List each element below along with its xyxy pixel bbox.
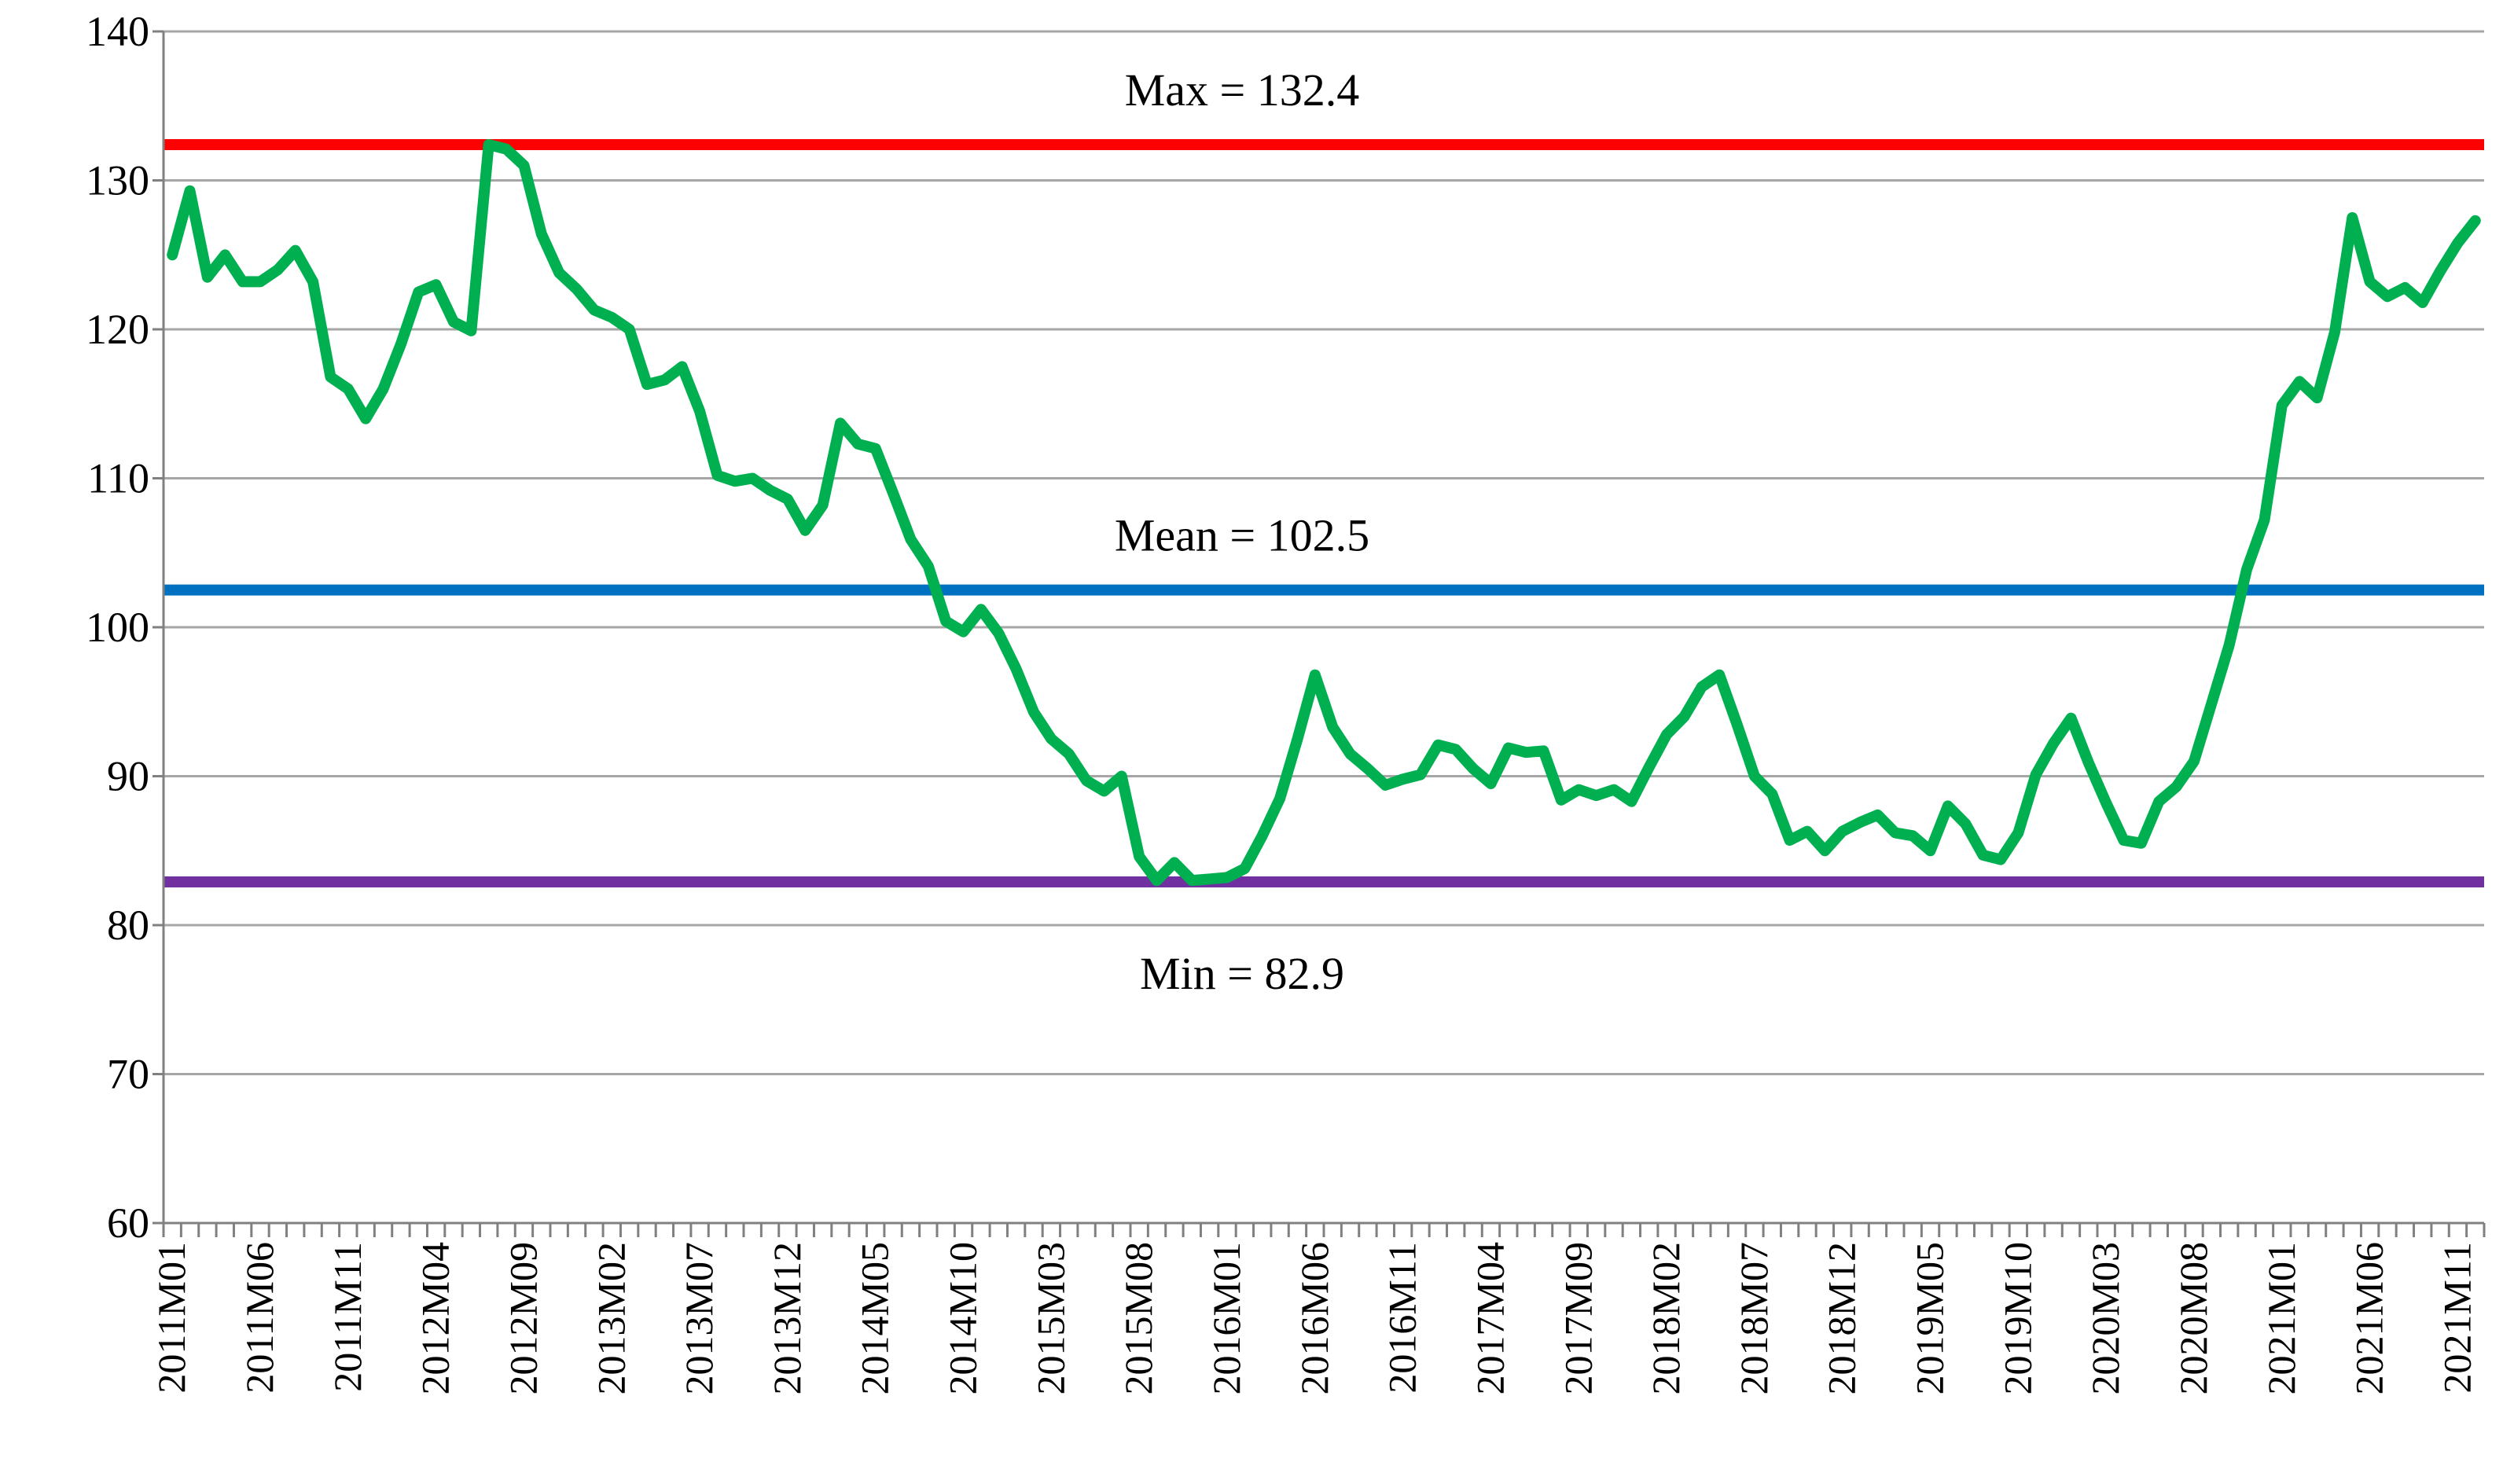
x-tick-label: 2019M05 bbox=[1908, 1242, 1952, 1394]
x-tick-label: 2011M06 bbox=[237, 1242, 281, 1394]
x-tick-label: 2011M11 bbox=[325, 1242, 369, 1392]
x-tick-label: 2018M07 bbox=[1732, 1242, 1776, 1394]
x-tick-label: 2021M06 bbox=[2347, 1242, 2391, 1394]
x-tick-label: 2013M12 bbox=[765, 1242, 809, 1394]
x-tick-label: 2020M08 bbox=[2171, 1242, 2215, 1394]
reference-line-label: Max = 132.4 bbox=[1125, 64, 1360, 116]
y-tick-label: 60 bbox=[107, 1199, 149, 1247]
x-tick-label: 2016M11 bbox=[1380, 1242, 1424, 1394]
x-tick-label: 2019M10 bbox=[1995, 1242, 2039, 1394]
y-tick-label: 100 bbox=[86, 604, 149, 651]
x-tick-label: 2021M11 bbox=[2435, 1242, 2479, 1394]
reference-line-label: Mean = 102.5 bbox=[1115, 510, 1369, 561]
y-tick-label: 110 bbox=[87, 455, 149, 502]
axes bbox=[153, 30, 2486, 1237]
x-tick-label: 2016M06 bbox=[1292, 1242, 1336, 1394]
x-tick-label: 2014M10 bbox=[941, 1242, 985, 1394]
y-axis-tick-labels: 60 70 80 90 100 110 120 130 140 bbox=[86, 8, 149, 1247]
x-tick-label: 2016M01 bbox=[1204, 1242, 1248, 1394]
y-tick-label: 130 bbox=[86, 157, 149, 204]
y-tick-label: 90 bbox=[107, 753, 149, 800]
x-tick-label: 2017M09 bbox=[1556, 1242, 1600, 1394]
x-tick-label: 2018M02 bbox=[1644, 1242, 1688, 1394]
y-tick-label: 120 bbox=[86, 306, 149, 353]
x-tick-label: 2015M08 bbox=[1116, 1242, 1160, 1394]
y-tick-label: 80 bbox=[107, 902, 149, 949]
series-layer bbox=[167, 139, 2481, 887]
y-tick-label: 140 bbox=[86, 8, 149, 55]
reference-line-labels: Max = 132.4 Mean = 102.5 Min = 82.9 bbox=[1115, 64, 1369, 999]
x-tick-label: 2013M02 bbox=[589, 1242, 633, 1394]
x-axis-tick-labels: 2011M01 2011M06 2011M11 2012M04 2012M09 2013M… bbox=[149, 1242, 2479, 1394]
x-tick-label: 2011M01 bbox=[149, 1242, 193, 1394]
x-tick-label: 2012M09 bbox=[502, 1242, 546, 1394]
x-tick-label: 2012M04 bbox=[413, 1242, 458, 1394]
x-tick-label: 2015M03 bbox=[1028, 1242, 1072, 1394]
x-tick-label: 2018M12 bbox=[1820, 1242, 1864, 1394]
y-tick-label: 70 bbox=[107, 1051, 149, 1098]
x-tick-label: 2020M03 bbox=[2083, 1242, 2127, 1394]
gridlines bbox=[164, 30, 2484, 1075]
series-line bbox=[167, 139, 2481, 887]
reference-line-label: Min = 82.9 bbox=[1140, 948, 1344, 999]
x-tick-label: 2014M05 bbox=[853, 1242, 897, 1394]
reference-lines bbox=[164, 139, 2484, 888]
x-tick-label: 2013M07 bbox=[677, 1242, 721, 1394]
x-tick-label: 2021M01 bbox=[2259, 1242, 2303, 1394]
x-tick-label: 2017M04 bbox=[1468, 1242, 1512, 1394]
